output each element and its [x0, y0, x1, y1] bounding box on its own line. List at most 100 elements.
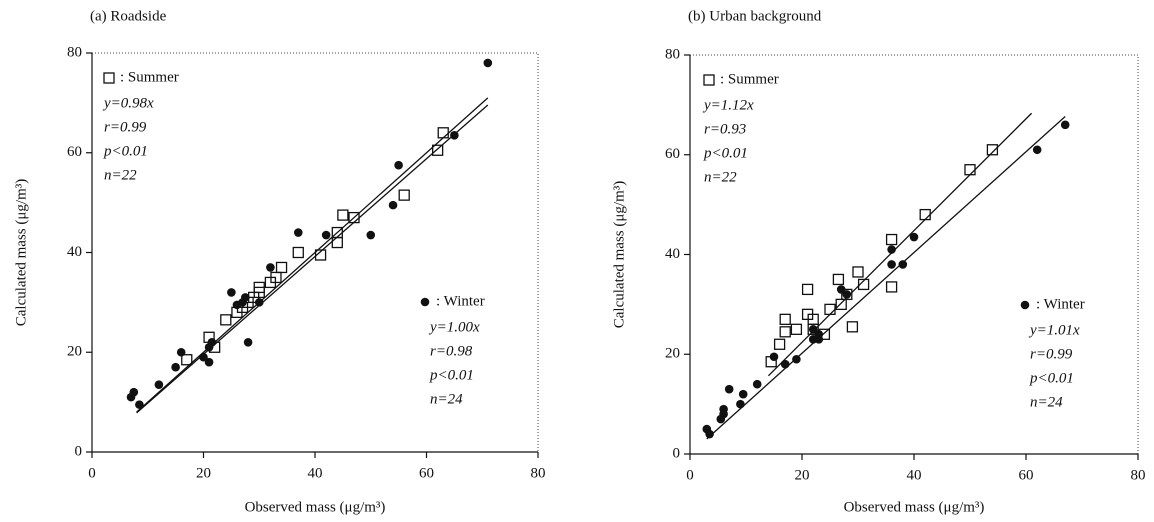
annotation: y=1.00x: [428, 319, 480, 335]
y-tick-label: 60: [67, 144, 82, 160]
summer-point: [331, 236, 343, 249]
annotation: p<0.01: [703, 145, 748, 161]
winter-point: [450, 130, 459, 140]
fit-line: [136, 104, 489, 414]
winter-point: [388, 200, 398, 210]
winter-point: [909, 232, 919, 242]
annotation: y=1.01x: [1028, 322, 1080, 338]
summer-point: [220, 314, 232, 326]
summer-point: [807, 323, 819, 335]
winter-point: [887, 245, 896, 254]
winter-point: [738, 389, 748, 399]
summer-point: [275, 261, 288, 274]
y-axis-label: Calculated mass (μg/m³): [611, 181, 627, 329]
annotation: r=0.99: [104, 119, 147, 135]
y-tick-label: 20: [67, 344, 82, 360]
legend-marker: [420, 297, 430, 307]
winter-point: [394, 160, 403, 170]
annotation: n=24: [430, 391, 463, 407]
fit-line: [767, 112, 1033, 377]
summer-point: [832, 273, 845, 286]
annotation: r=0.98: [430, 343, 473, 359]
winter-point: [241, 293, 250, 302]
legend-label: : Summer: [120, 69, 179, 85]
summer-point: [986, 144, 999, 156]
winter-point: [207, 337, 217, 347]
y-tick-label: 0: [673, 445, 681, 461]
legend-label: : Winter: [436, 293, 485, 309]
annotation: p<0.01: [103, 143, 148, 159]
annotation: r=0.93: [704, 121, 746, 137]
y-tick-label: 0: [75, 443, 83, 459]
summer-point: [846, 321, 859, 333]
winter-point: [1032, 145, 1042, 155]
y-tick-label: 40: [67, 244, 82, 260]
summer-point: [841, 288, 853, 301]
summer-point: [885, 281, 898, 293]
winter-point: [705, 429, 714, 439]
annotation: n=22: [104, 167, 137, 183]
annotation: p<0.01: [1029, 370, 1074, 386]
legend-label: : Summer: [720, 71, 779, 87]
winter-point: [204, 357, 214, 367]
legend-label: : Winter: [1036, 296, 1085, 312]
y-tick-label: 40: [665, 246, 680, 262]
summer-point: [181, 354, 193, 366]
winter-point: [135, 400, 144, 409]
summer-point: [885, 233, 898, 246]
x-tick-label: 80: [531, 465, 546, 481]
winter-point: [836, 285, 846, 294]
fit-line: [136, 97, 489, 413]
annotation: y=1.12x: [702, 97, 754, 113]
annotation: n=24: [1030, 394, 1063, 410]
x-tick-label: 20: [196, 465, 211, 481]
winter-point: [171, 362, 180, 372]
winter-point: [887, 260, 896, 269]
summer-point: [292, 246, 304, 259]
legend-marker: [703, 74, 715, 86]
winter-point: [321, 230, 331, 240]
summer-point: [824, 303, 836, 316]
y-tick-label: 20: [665, 346, 680, 362]
winter-point: [266, 263, 275, 272]
winter-point: [808, 325, 818, 334]
winter-point: [724, 384, 734, 394]
summer-point: [790, 323, 803, 335]
winter-point: [176, 347, 186, 357]
winter-point: [769, 352, 779, 362]
winter-point: [780, 359, 790, 369]
winter-point: [293, 228, 303, 237]
summer-point: [857, 278, 870, 291]
chart-title: (a) Roadside: [90, 8, 167, 24]
x-tick-label: 20: [795, 467, 810, 483]
summer-point: [835, 298, 847, 311]
winter-point: [1060, 120, 1070, 130]
winter-point: [199, 352, 208, 362]
annotation: y=0.98x: [102, 95, 154, 111]
summer-point: [314, 249, 327, 261]
x-tick-label: 80: [1131, 467, 1146, 483]
winter-point: [842, 290, 852, 299]
x-tick-label: 40: [907, 467, 922, 483]
summer-point: [801, 283, 814, 296]
winter-point: [814, 334, 824, 344]
x-tick-label: 60: [419, 465, 434, 481]
x-tick-label: 0: [88, 465, 96, 481]
summer-point: [779, 313, 791, 325]
summer-point: [779, 326, 791, 338]
winter-point: [243, 337, 253, 347]
legend-marker: [1020, 300, 1030, 310]
fit-line: [706, 116, 1066, 440]
summer-point: [398, 189, 410, 201]
winter-point: [752, 379, 762, 389]
x-axis-label: Observed mass (μg/m³): [245, 499, 386, 515]
y-axis-label: Calculated mass (μg/m³): [13, 179, 29, 327]
winter-point: [154, 380, 164, 389]
y-tick-label: 80: [67, 44, 82, 60]
annotation: p<0.01: [429, 367, 474, 383]
x-axis-label: Observed mass (μg/m³): [844, 499, 985, 515]
winter-point: [719, 409, 728, 419]
annotation: n=22: [704, 169, 737, 185]
winter-point: [366, 230, 376, 240]
